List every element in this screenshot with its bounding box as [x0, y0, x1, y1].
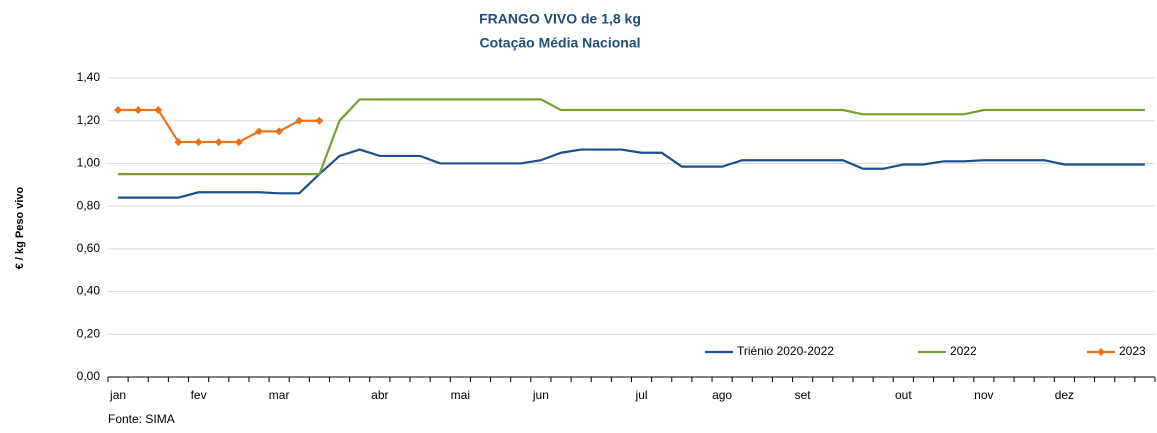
chart-subtitle: Cotação Média Nacional	[479, 35, 640, 51]
legend-label: 2022	[950, 344, 977, 358]
point-marker	[174, 138, 183, 147]
point-marker	[194, 138, 203, 147]
chart-title: FRANGO VIVO de 1,8 kg	[479, 11, 641, 27]
x-tick-label: mar	[269, 388, 290, 402]
source: Fonte: SIMA	[108, 412, 175, 426]
series-line	[118, 148, 1145, 199]
x-tick-label: jul	[635, 388, 648, 402]
y-tick-label: 0,00	[77, 369, 101, 383]
point-marker	[114, 106, 123, 115]
point-marker	[315, 116, 324, 125]
y-tick-label: 1,20	[77, 113, 101, 127]
x-tick-label: mai	[451, 388, 470, 402]
y-axis-label: € / kg Peso vivo	[14, 186, 26, 269]
y-tick-label: 1,40	[77, 70, 101, 84]
series-line	[118, 98, 1145, 176]
legend-label: 2023	[1119, 344, 1146, 358]
y-tick-label: 0,20	[77, 326, 101, 340]
point-marker	[234, 138, 243, 147]
point-marker	[134, 106, 143, 115]
x-tick-label: jun	[532, 388, 549, 402]
point-marker	[295, 116, 304, 125]
legend-label: Triénio 2020-2022	[737, 344, 834, 358]
x-tick-label: set	[795, 388, 812, 402]
point-marker	[255, 127, 264, 136]
y-tick-label: 0,40	[77, 284, 101, 298]
y-tick-label: 1,00	[77, 156, 101, 170]
x-tick-label: ago	[712, 388, 732, 402]
x-tick-label: nov	[974, 388, 993, 402]
x-tick-label: out	[895, 388, 912, 402]
x-tick-label: abr	[371, 388, 388, 402]
legend-marker	[1097, 348, 1105, 356]
series-line	[118, 108, 320, 144]
point-marker	[214, 138, 223, 147]
y-tick-label: 0,60	[77, 241, 101, 255]
y-tick-label: 0,80	[77, 198, 101, 212]
x-tick-label: fev	[191, 388, 207, 402]
point-marker	[154, 106, 163, 115]
x-tick-label: jan	[109, 388, 126, 402]
x-tick-label: dez	[1055, 388, 1074, 402]
point-marker	[275, 127, 284, 136]
